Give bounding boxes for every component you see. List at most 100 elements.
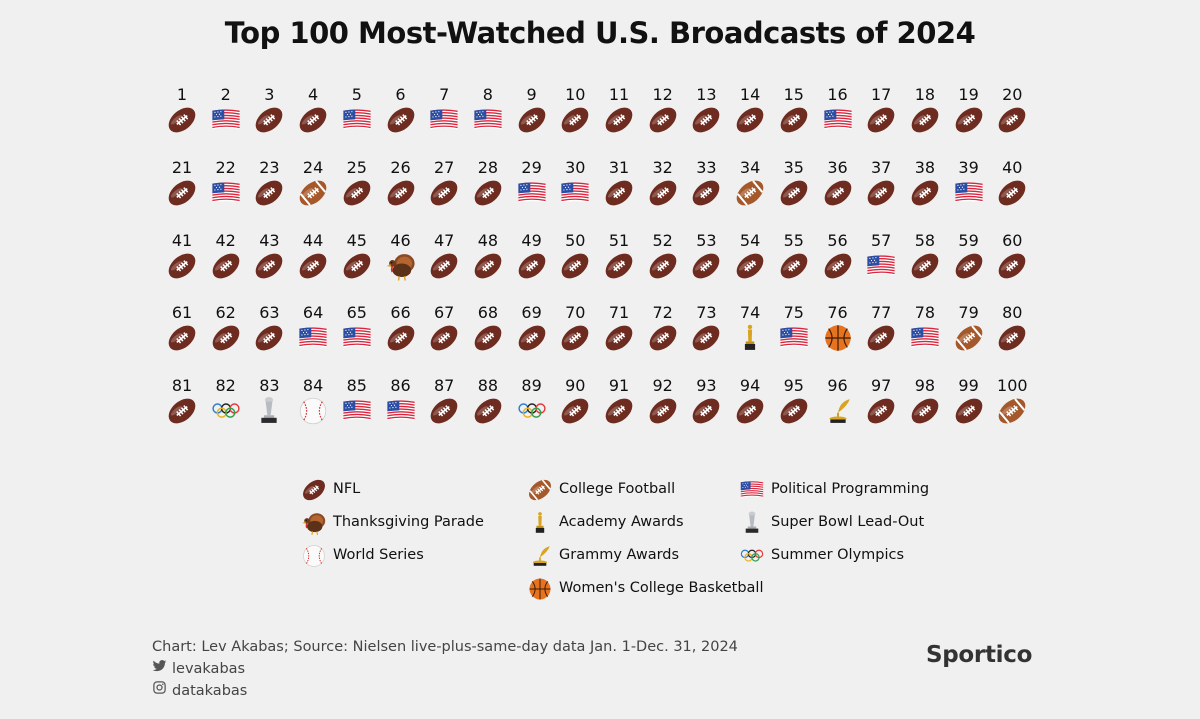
rank-number: 29 bbox=[521, 157, 542, 177]
rank-number: 97 bbox=[871, 376, 892, 396]
rank-cell: 83 bbox=[249, 376, 289, 436]
rank-number: 96 bbox=[827, 376, 848, 396]
basketball-icon bbox=[526, 575, 554, 603]
nfl-football-icon bbox=[384, 176, 418, 210]
rank-cell: 93 bbox=[686, 376, 726, 436]
rank-cell: 81 bbox=[162, 376, 202, 436]
nfl-football-icon bbox=[427, 249, 461, 283]
rank-cell: 65 bbox=[337, 303, 377, 363]
nfl-football-icon bbox=[427, 176, 461, 210]
rank-number: 44 bbox=[302, 230, 324, 250]
us-flag-icon bbox=[340, 103, 374, 137]
lombardi-trophy-icon bbox=[738, 509, 766, 537]
rank-cell: 21 bbox=[162, 158, 202, 218]
nfl-football-icon bbox=[777, 103, 811, 137]
rank-cell: 80 bbox=[992, 303, 1032, 363]
rank-cell: 8 bbox=[468, 85, 508, 145]
us-flag-icon bbox=[209, 103, 243, 137]
rank-number: 73 bbox=[696, 303, 717, 323]
nfl-football-icon bbox=[689, 103, 723, 137]
rank-number: 82 bbox=[215, 376, 236, 396]
rank-cell: 78 bbox=[905, 303, 945, 363]
rank-number: 23 bbox=[259, 157, 280, 177]
nfl-football-icon bbox=[602, 394, 636, 428]
nfl-football-icon bbox=[646, 249, 680, 283]
nfl-football-icon bbox=[908, 249, 942, 283]
us-flag-icon bbox=[777, 321, 811, 355]
rank-cell: 32 bbox=[643, 158, 683, 218]
rank-number: 13 bbox=[696, 85, 717, 104]
nfl-football-icon bbox=[864, 176, 898, 210]
nfl-football-icon bbox=[296, 249, 330, 283]
rank-cell: 42 bbox=[206, 231, 246, 291]
rank-cell: 47 bbox=[424, 231, 464, 291]
rank-number: 63 bbox=[259, 303, 280, 323]
nfl-football-icon bbox=[777, 249, 811, 283]
rank-number: 40 bbox=[1002, 157, 1023, 177]
rank-number: 71 bbox=[608, 303, 630, 323]
us-flag-icon bbox=[908, 321, 942, 355]
us-flag-icon bbox=[384, 394, 418, 428]
instagram-handle: datakabas bbox=[172, 682, 248, 699]
olympic-rings-icon bbox=[738, 542, 766, 570]
instagram-handle-row: datakabas bbox=[152, 680, 738, 702]
rank-cell: 22 bbox=[206, 158, 246, 218]
rank-number: 60 bbox=[1002, 230, 1023, 250]
nfl-football-icon bbox=[777, 394, 811, 428]
nfl-football-icon bbox=[252, 321, 286, 355]
nfl-football-icon bbox=[864, 394, 898, 428]
rank-number: 17 bbox=[871, 85, 892, 104]
nfl-football-icon bbox=[908, 394, 942, 428]
nfl-football-icon bbox=[952, 394, 986, 428]
rank-cell: 52 bbox=[643, 231, 683, 291]
nfl-football-icon bbox=[908, 103, 942, 137]
rank-number: 9 bbox=[526, 85, 537, 104]
rank-cell: 36 bbox=[818, 158, 858, 218]
rank-number: 12 bbox=[652, 85, 673, 104]
rank-number: 27 bbox=[434, 157, 455, 177]
rank-number: 100 bbox=[997, 376, 1028, 396]
rank-cell: 23 bbox=[249, 158, 289, 218]
nfl-football-icon bbox=[165, 103, 199, 137]
us-flag-icon bbox=[427, 103, 461, 137]
twitter-handle-row: levakabas bbox=[152, 658, 738, 680]
rank-cell: 56 bbox=[818, 231, 858, 291]
rank-number: 33 bbox=[696, 157, 717, 177]
rank-number: 80 bbox=[1002, 303, 1023, 323]
rank-number: 98 bbox=[914, 376, 936, 396]
rank-number: 24 bbox=[302, 157, 324, 177]
nfl-football-icon bbox=[689, 176, 723, 210]
rank-cell: 40 bbox=[992, 158, 1032, 218]
rank-number: 95 bbox=[783, 376, 804, 396]
us-flag-icon bbox=[340, 394, 374, 428]
nfl-football-icon bbox=[995, 321, 1029, 355]
rank-cell: 33 bbox=[686, 158, 726, 218]
rank-number: 16 bbox=[827, 85, 848, 104]
rank-number: 2 bbox=[220, 85, 231, 104]
rank-cell: 49 bbox=[512, 231, 552, 291]
legend-label: Academy Awards bbox=[559, 514, 684, 530]
rank-number: 5 bbox=[351, 85, 362, 104]
nfl-football-icon bbox=[733, 103, 767, 137]
turkey-icon bbox=[300, 509, 328, 537]
rank-number: 38 bbox=[914, 157, 936, 177]
rank-cell: 91 bbox=[599, 376, 639, 436]
us-flag-icon bbox=[558, 176, 592, 210]
legend-label: NFL bbox=[333, 481, 361, 497]
nfl-football-icon bbox=[689, 394, 723, 428]
credits: Chart: Lev Akabas; Source: Nielsen live-… bbox=[152, 637, 738, 702]
college-football-icon bbox=[995, 394, 1029, 428]
rank-number: 7 bbox=[439, 85, 450, 104]
nfl-football-icon bbox=[471, 321, 505, 355]
rank-cell: 11 bbox=[599, 85, 639, 145]
legend-label: Grammy Awards bbox=[559, 547, 680, 563]
nfl-football-icon bbox=[689, 249, 723, 283]
rank-number: 22 bbox=[215, 157, 236, 177]
rank-number: 49 bbox=[521, 230, 542, 250]
rank-cell: 1 bbox=[162, 85, 202, 145]
rank-cell: 38 bbox=[905, 158, 945, 218]
rank-cell: 9 bbox=[512, 85, 552, 145]
us-flag-icon bbox=[340, 321, 374, 355]
rank-cell: 84 bbox=[293, 376, 333, 436]
rank-cell: 46 bbox=[381, 231, 421, 291]
